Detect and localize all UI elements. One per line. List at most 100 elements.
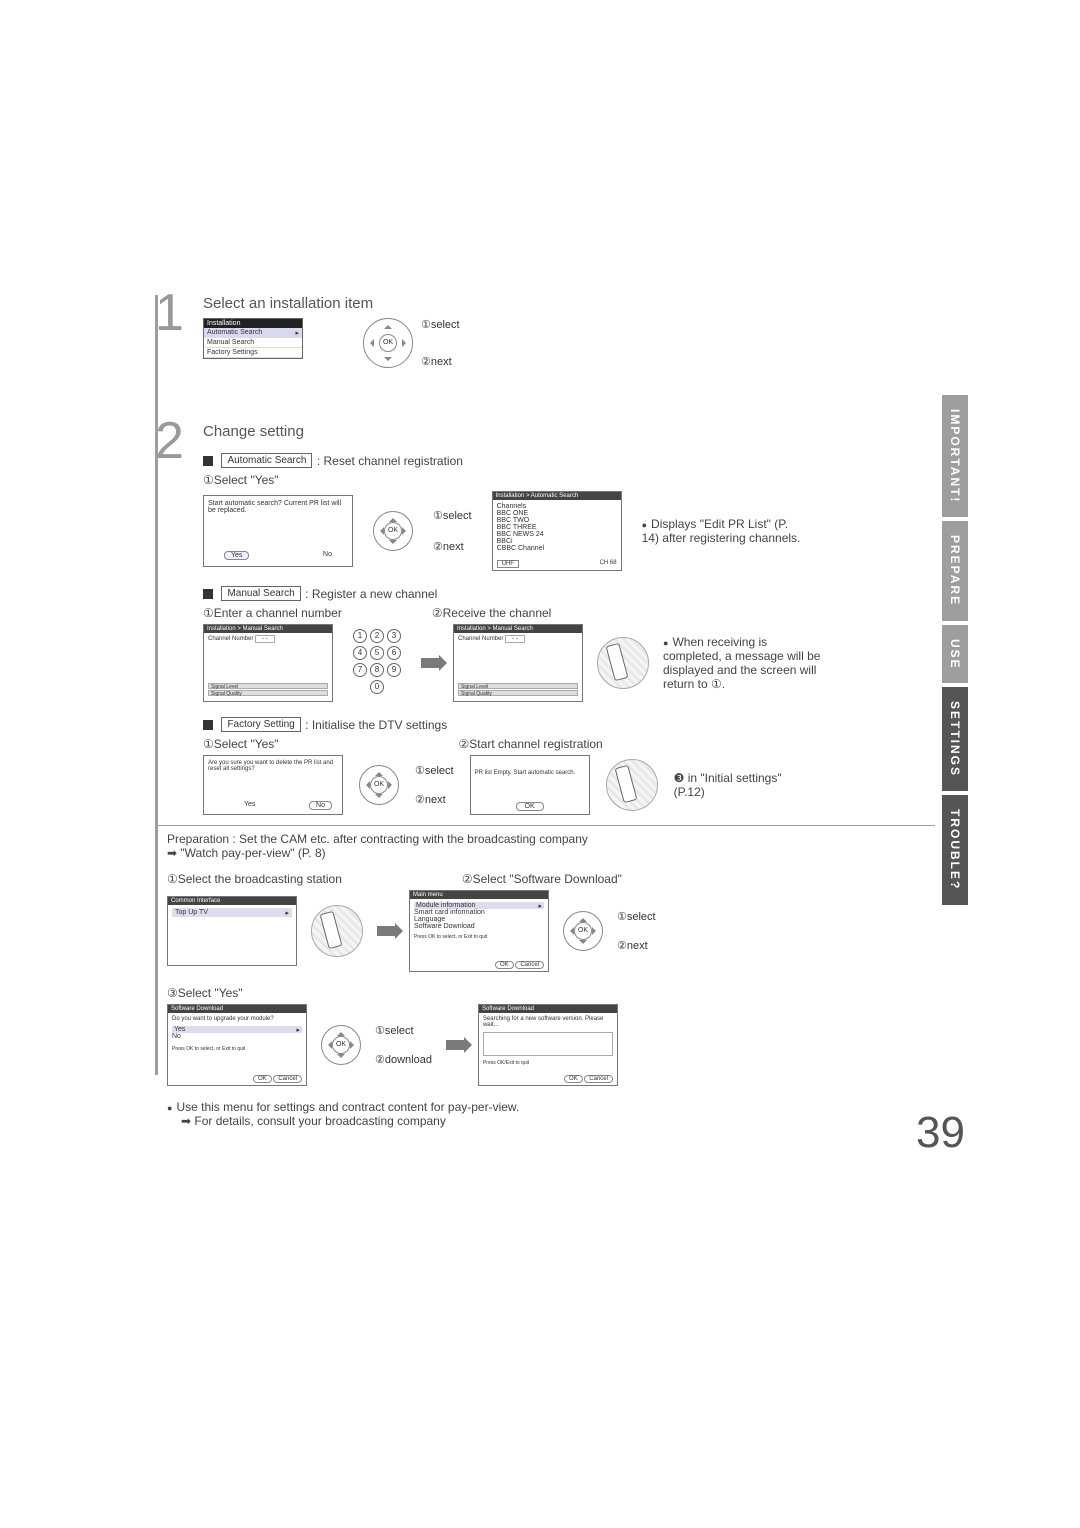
mm-footer-text: Press OK to select, or Exit to quit [414, 934, 544, 940]
factory-sub2: ②Start channel registration [459, 737, 603, 751]
square-bullet [203, 456, 213, 466]
sd-header: Software Download [168, 1005, 306, 1013]
sd2-text: Searching for a new software version. Pl… [483, 1016, 613, 1028]
mm-item: Smart card information [414, 909, 544, 916]
sd2-footer-text: Press OK/Exit to quit [483, 1060, 613, 1066]
chip-manual-desc: : Register a new channel [305, 587, 437, 601]
chip-auto-search: Automatic Search [221, 453, 312, 468]
remote-hand-icon [606, 759, 658, 811]
label-select: ①select [617, 910, 656, 923]
key-2[interactable]: 2 [370, 629, 384, 643]
result-line: BBC THREE [497, 524, 617, 531]
prep-ref: ➡ "Watch pay-per-view" (P. 8) [167, 846, 935, 860]
key-5[interactable]: 5 [370, 646, 384, 660]
factory-note: ❸ in "Initial settings" (P.12) [674, 771, 814, 799]
key-6[interactable]: 6 [387, 646, 401, 660]
manual-dialog2: Installation > Manual Search Channel Num… [453, 624, 583, 702]
mm-item: Language [414, 916, 544, 923]
auto-ftr-uhf: UHF [497, 560, 519, 568]
footer-note1: Use this menu for settings and contract … [167, 1100, 935, 1114]
software-download-box: Software Download Do you want to upgrade… [167, 1004, 307, 1086]
arrow-right-icon [421, 658, 439, 668]
page-content: 1 Select an installation item Installati… [155, 295, 935, 1128]
label-next: ②next [421, 355, 460, 368]
factory-ok[interactable]: OK [516, 802, 544, 811]
factory-dialog2: PR list Empty. Start automatic search. O… [470, 755, 590, 815]
mm-cancel[interactable]: Cancel [515, 961, 544, 969]
key-3[interactable]: 3 [387, 629, 401, 643]
auto-yes-button[interactable]: Yes [224, 551, 249, 560]
sd-cancel[interactable]: Cancel [273, 1075, 302, 1083]
label-select: ①select [375, 1024, 432, 1037]
software-download-box2: Software Download Searching for a new so… [478, 1004, 618, 1086]
nav-wheel-icon: OK [363, 318, 413, 368]
manual-note: When receiving is completed, a message w… [663, 635, 823, 691]
sd-no[interactable]: No [172, 1033, 302, 1040]
manual-ch-label: Channel Number [458, 636, 503, 642]
lower-s2: ②Select "Software Download" [462, 872, 622, 886]
sd-ok[interactable]: OK [253, 1075, 272, 1083]
main-menu-box: Main menu Module information ▸ Smart car… [409, 890, 549, 972]
manual-sub1: ①Enter a channel number [203, 606, 342, 620]
key-0[interactable]: 0 [370, 680, 384, 694]
mm-item: Software Download [414, 923, 544, 930]
signal-quality-bar: Signal Quality [458, 690, 578, 696]
label-download: ②download [375, 1053, 432, 1066]
menu-item-auto: Automatic Search ▸ [204, 328, 302, 338]
factory-dlg2-text: PR list Empty. Start automatic search. [475, 770, 585, 776]
label-next: ②next [617, 939, 656, 952]
key-4[interactable]: 4 [353, 646, 367, 660]
mm-item: Module information ▸ [414, 902, 544, 909]
nav-wheel-icon: OK [373, 511, 413, 551]
page-number: 39 [916, 1108, 965, 1158]
auto-dialog-text: Start automatic search? Current PR list … [208, 500, 348, 514]
auto-sub1: ①Select "Yes" [203, 473, 935, 487]
auto-result-header: Installation > Automatic Search [493, 492, 621, 500]
common-interface-box: Common Interface Top Up TV ▸ [167, 896, 297, 966]
signal-level-bar: Signal Level [458, 683, 578, 689]
remote-hand-icon [311, 905, 363, 957]
nav-wheel-icon: OK [321, 1025, 361, 1065]
result-line: BBC NEWS 24 [497, 531, 617, 538]
result-line: Channels [497, 503, 617, 510]
number-pad: 123 456 789 0 [347, 629, 407, 697]
chip-factory-setting: Factory Setting [221, 717, 300, 732]
key-8[interactable]: 8 [370, 663, 384, 677]
key-1[interactable]: 1 [353, 629, 367, 643]
arrow-right-icon [377, 926, 395, 936]
auto-note: Displays "Edit PR List" (P. 14) after re… [642, 517, 802, 545]
auto-result-box: Installation > Automatic Search Channels… [492, 491, 622, 571]
label-select: ①select [433, 509, 472, 522]
signal-level-bar: Signal Level [208, 683, 328, 689]
lower-s3: ③Select "Yes" [167, 986, 935, 1000]
menu-item-manual: Manual Search [204, 338, 302, 348]
key-9[interactable]: 9 [387, 663, 401, 677]
sd2-ok[interactable]: OK [564, 1075, 583, 1083]
result-line: BBC ONE [497, 510, 617, 517]
key-7[interactable]: 7 [353, 663, 367, 677]
signal-quality-bar: Signal Quality [208, 690, 328, 696]
result-line: CBBC Channel [497, 545, 617, 552]
auto-ftr-ch: CH 68 [600, 560, 617, 568]
label-select: ①select [421, 318, 460, 331]
step2-title: Change setting [203, 423, 935, 440]
prep-text: Preparation : Set the CAM etc. after con… [167, 832, 935, 846]
nav-wheel-icon: OK [359, 765, 399, 805]
manual-dlg-hdr: Installation > Manual Search [454, 625, 582, 633]
step2-number: 2 [155, 411, 184, 471]
factory-sub1: ①Select "Yes" [203, 737, 279, 751]
factory-no[interactable]: No [309, 801, 332, 810]
arrow-right-icon [446, 1040, 464, 1050]
result-line: BBC TWO [497, 517, 617, 524]
manual-ch-label: Channel Number [208, 636, 253, 642]
label-select: ①select [415, 764, 454, 777]
nav-wheel-icon: OK [563, 911, 603, 951]
mm-ok[interactable]: OK [495, 961, 514, 969]
divider [155, 825, 935, 826]
auto-no-button[interactable]: No [323, 551, 332, 560]
tab-important: IMPORTANT! [942, 395, 968, 517]
factory-yes[interactable]: Yes [244, 801, 255, 810]
side-tabs: IMPORTANT! PREPARE USE SETTINGS TROUBLE? [942, 395, 970, 909]
sd2-cancel[interactable]: Cancel [584, 1075, 613, 1083]
sd-yes[interactable]: Yes ▸ [172, 1026, 302, 1033]
